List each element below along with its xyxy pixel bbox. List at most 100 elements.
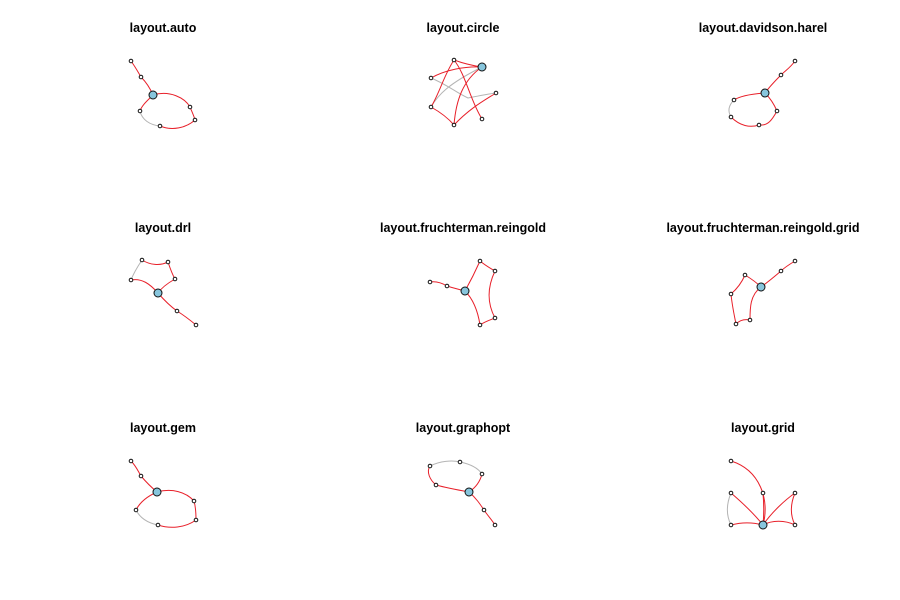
graph-edge	[193, 500, 197, 521]
graph-node	[128, 277, 134, 283]
panel-title: layout.drl	[135, 221, 191, 235]
graph-node	[728, 291, 734, 297]
graph-layout-drl	[128, 257, 199, 328]
graph-node	[433, 482, 439, 488]
graph-edge	[733, 92, 766, 101]
graph-node	[427, 463, 433, 469]
graph-edge	[459, 461, 483, 475]
panel-title: layout.davidson.harel	[699, 21, 828, 35]
graph-node	[477, 322, 483, 328]
graph-node	[174, 308, 180, 314]
graph-hub-node	[758, 520, 768, 530]
graph-edge	[453, 92, 497, 126]
graph-edge	[453, 59, 483, 120]
graph-hub-node	[148, 90, 158, 100]
graph-node	[193, 322, 199, 328]
graph-node	[492, 315, 498, 321]
graph-node	[792, 258, 798, 264]
graph-node	[492, 522, 498, 528]
panel-layout-graphopt: layout.graphopt	[416, 421, 511, 528]
graph-edge	[159, 119, 196, 129]
graph-hub-node	[152, 487, 162, 497]
graph-node	[481, 507, 487, 513]
panel-layout-fruchterman-reingold-grid: layout.fruchterman.reingold.grid	[666, 221, 860, 327]
graph-node	[133, 507, 139, 513]
graph-hub-node	[460, 286, 470, 296]
graph-edge	[464, 290, 481, 326]
graph-hub-node	[756, 282, 766, 292]
graph-layout-auto	[128, 58, 198, 129]
panel-title: layout.grid	[731, 421, 795, 435]
graph-edge	[790, 492, 796, 526]
panel-layout-gem: layout.gem	[128, 421, 199, 528]
graph-edge	[429, 281, 448, 287]
graph-edge	[135, 509, 159, 526]
graph-node	[155, 522, 161, 528]
panel-layout-davidson-harel: layout.davidson.harel	[699, 21, 828, 128]
graph-edge	[430, 77, 497, 99]
graph-edge	[429, 460, 461, 467]
graph-layout-circle	[428, 57, 499, 128]
graph-layout-fruchterman-reingold	[427, 258, 498, 328]
graph-edge	[430, 66, 483, 79]
graph-edge	[762, 492, 765, 526]
graph-edge	[780, 60, 796, 76]
graph-node	[191, 498, 197, 504]
panel-title: layout.fruchterman.reingold	[380, 221, 546, 235]
graph-hub-node	[153, 288, 163, 298]
graph-node	[157, 123, 163, 129]
graph-edge	[479, 260, 496, 272]
graph-node	[138, 473, 144, 479]
graph-node	[492, 268, 498, 274]
panel-title: layout.gem	[130, 421, 196, 435]
graph-edge	[430, 106, 455, 126]
graph-hub-node	[464, 487, 474, 497]
graph-node	[165, 259, 171, 265]
graph-edge	[762, 520, 796, 526]
graph-node	[479, 116, 485, 122]
graph-edge	[130, 279, 159, 294]
graph-layout-gem	[128, 458, 199, 528]
graph-node	[172, 276, 178, 282]
panel-layout-grid: layout.grid	[726, 421, 798, 530]
panel-layout-fruchterman-reingold: layout.fruchterman.reingold	[380, 221, 546, 328]
graph-layout-graphopt	[427, 459, 498, 528]
graph-edge	[435, 484, 470, 493]
panel-title: layout.circle	[427, 21, 500, 35]
graph-node	[760, 490, 766, 496]
graph-node	[137, 108, 143, 114]
graph-node	[728, 114, 734, 120]
graph-node	[187, 104, 193, 110]
graph-layout-grid	[726, 458, 798, 530]
graph-edge	[762, 492, 796, 526]
graph-node	[427, 279, 433, 285]
graph-node	[747, 317, 753, 323]
graph-edge	[130, 60, 142, 78]
graph-node	[479, 471, 485, 477]
panel-title: layout.auto	[130, 21, 197, 35]
graph-edge	[730, 116, 760, 127]
panel-layout-drl: layout.drl	[128, 221, 199, 328]
graph-edge	[730, 274, 746, 295]
graph-node	[477, 258, 483, 264]
graph-layout-davidson-harel	[728, 58, 798, 128]
graph-edge	[167, 261, 176, 280]
graph-edge	[479, 317, 496, 326]
graph-node	[792, 522, 798, 528]
graph-edge	[130, 259, 143, 281]
graph-edge	[453, 66, 483, 126]
graph-edge	[730, 522, 764, 526]
graph-edge	[464, 260, 481, 292]
graph-node	[731, 97, 737, 103]
graph-hub-node	[760, 88, 770, 98]
graph-edge	[730, 460, 766, 526]
graph-layout-fruchterman-reingold-grid	[728, 258, 798, 327]
panel-title: layout.fruchterman.reingold.grid	[666, 221, 859, 235]
graph-node	[728, 458, 734, 464]
graph-edge	[430, 59, 455, 108]
graph-node	[193, 517, 199, 523]
graph-node	[493, 90, 499, 96]
graph-node	[192, 117, 198, 123]
graph-node	[733, 321, 739, 327]
graph-edge	[780, 260, 796, 272]
